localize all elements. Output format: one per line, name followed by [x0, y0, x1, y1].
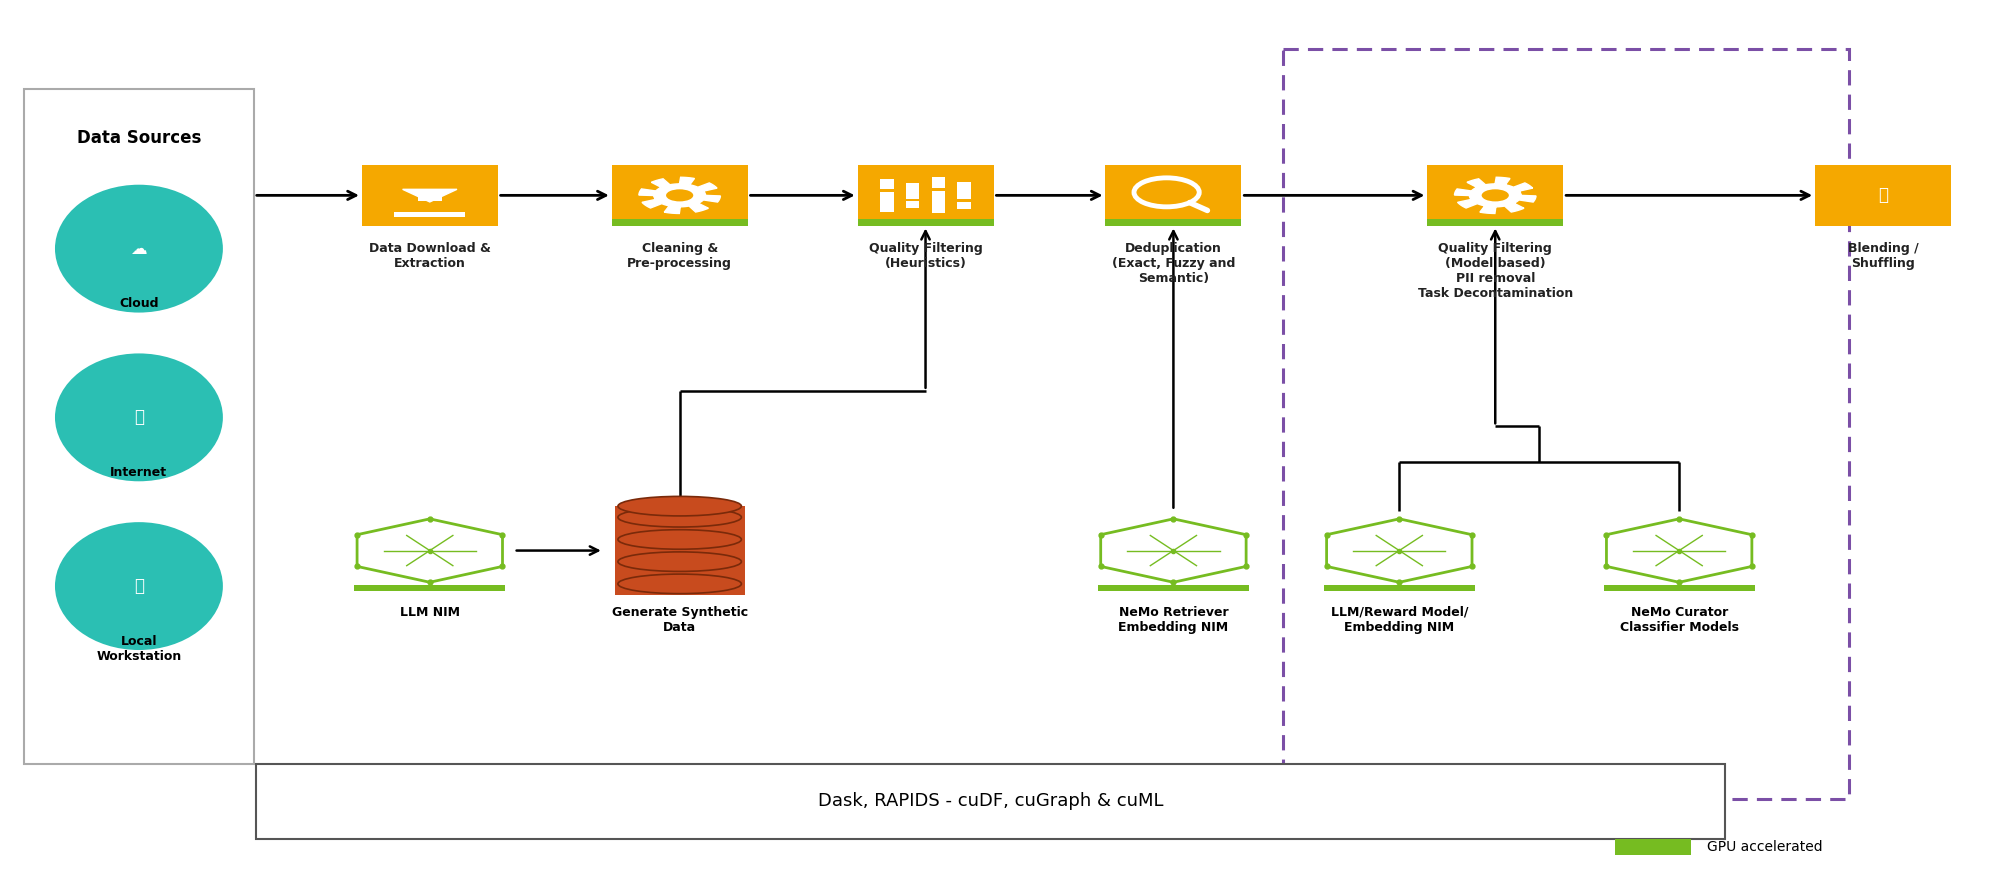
Circle shape — [665, 189, 693, 202]
FancyBboxPatch shape — [905, 183, 919, 208]
Text: Cloud: Cloud — [120, 297, 158, 311]
FancyBboxPatch shape — [879, 178, 893, 212]
Text: Local
Workstation: Local Workstation — [96, 635, 182, 663]
FancyBboxPatch shape — [925, 188, 951, 192]
FancyBboxPatch shape — [875, 189, 899, 192]
FancyBboxPatch shape — [931, 178, 945, 213]
FancyBboxPatch shape — [1602, 585, 1754, 591]
FancyBboxPatch shape — [24, 89, 254, 764]
Ellipse shape — [56, 353, 224, 481]
FancyBboxPatch shape — [1614, 839, 1690, 855]
FancyBboxPatch shape — [1097, 585, 1249, 591]
Text: 🖥: 🖥 — [134, 577, 144, 595]
FancyBboxPatch shape — [857, 165, 993, 226]
Text: LLM/Reward Model/
Embedding NIM: LLM/Reward Model/ Embedding NIM — [1331, 606, 1467, 634]
FancyBboxPatch shape — [957, 182, 971, 209]
FancyBboxPatch shape — [899, 199, 925, 202]
Ellipse shape — [56, 185, 224, 313]
Polygon shape — [402, 189, 458, 202]
FancyBboxPatch shape — [615, 506, 743, 595]
Polygon shape — [639, 178, 719, 213]
Text: 🔧: 🔧 — [1876, 186, 1888, 204]
Text: GPU accelerated: GPU accelerated — [1706, 840, 1822, 854]
FancyBboxPatch shape — [362, 165, 498, 226]
FancyBboxPatch shape — [951, 200, 977, 202]
FancyBboxPatch shape — [1323, 585, 1475, 591]
Text: NeMo Curator
Classifier Models: NeMo Curator Classifier Models — [1618, 606, 1738, 634]
Text: Deduplication
(Exact, Fuzzy and
Semantic): Deduplication (Exact, Fuzzy and Semantic… — [1111, 242, 1235, 284]
Text: NeMo Retriever
Embedding NIM: NeMo Retriever Embedding NIM — [1117, 606, 1229, 634]
FancyBboxPatch shape — [354, 585, 505, 591]
FancyBboxPatch shape — [611, 165, 747, 226]
Text: Quality Filtering
(Model based)
PII removal
Task Decontamination: Quality Filtering (Model based) PII remo… — [1417, 242, 1572, 299]
FancyBboxPatch shape — [857, 219, 993, 226]
Polygon shape — [1455, 178, 1534, 213]
Text: Blending /
Shuffling: Blending / Shuffling — [1846, 242, 1918, 270]
Text: Dask, RAPIDS - cuDF, cuGraph & cuML: Dask, RAPIDS - cuDF, cuGraph & cuML — [817, 792, 1163, 811]
Ellipse shape — [617, 496, 741, 516]
Text: Data Sources: Data Sources — [76, 129, 202, 147]
Circle shape — [1481, 189, 1508, 202]
Text: Generate Synthetic
Data: Generate Synthetic Data — [611, 606, 747, 634]
FancyBboxPatch shape — [1814, 165, 1950, 226]
FancyBboxPatch shape — [394, 212, 466, 217]
Ellipse shape — [56, 522, 224, 650]
FancyBboxPatch shape — [256, 764, 1724, 839]
Text: Quality Filtering
(Heuristics): Quality Filtering (Heuristics) — [869, 242, 981, 270]
FancyBboxPatch shape — [1105, 219, 1241, 226]
Text: Data Download &
Extraction: Data Download & Extraction — [370, 242, 490, 270]
FancyBboxPatch shape — [611, 219, 747, 226]
FancyBboxPatch shape — [1427, 219, 1562, 226]
Text: Internet: Internet — [110, 466, 168, 480]
Text: 🌐: 🌐 — [134, 408, 144, 426]
Text: ☁: ☁ — [130, 240, 148, 258]
FancyBboxPatch shape — [1427, 165, 1562, 226]
FancyBboxPatch shape — [1105, 165, 1241, 226]
Text: LLM NIM: LLM NIM — [400, 606, 460, 619]
FancyBboxPatch shape — [418, 189, 442, 201]
Text: Cleaning &
Pre-processing: Cleaning & Pre-processing — [627, 242, 731, 270]
